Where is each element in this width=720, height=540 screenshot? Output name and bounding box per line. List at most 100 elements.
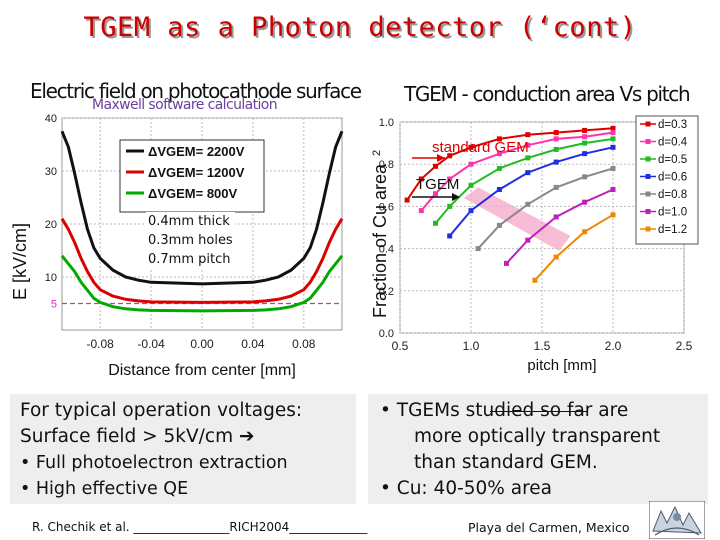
- data-point: [582, 229, 588, 235]
- legend-marker: [645, 156, 651, 162]
- y-axis-label: Fraction of Cu area: [370, 163, 390, 318]
- data-point: [610, 187, 616, 193]
- data-point: [475, 246, 481, 252]
- y-tick-label: 0.4: [379, 244, 394, 256]
- data-point: [553, 184, 559, 190]
- y-tick-label: 0.0: [379, 328, 394, 340]
- data-point: [582, 199, 588, 205]
- series-line: [406, 127, 614, 201]
- data-point: [447, 203, 453, 209]
- y-tick-label: 1.0: [379, 117, 394, 129]
- y-axis-label: E [kV/cm]: [10, 223, 30, 300]
- data-point: [582, 127, 588, 133]
- data-point: [433, 220, 438, 226]
- data-point: [496, 222, 502, 228]
- right-chart-title: TGEM - conduction area Vs pitch: [404, 82, 691, 106]
- textbox-line: more optically transparent: [414, 426, 661, 447]
- slide-title: TGEM as a Photon detector (‘cont): [83, 12, 637, 43]
- textbox-line: • High effective QE: [20, 479, 189, 499]
- legend-label: ΔVGEM= 800V: [148, 186, 238, 201]
- x-tick-label: 2.0: [605, 339, 622, 353]
- y-tick-label: 0.2: [379, 286, 394, 298]
- legend-label: d=0.4: [658, 137, 688, 149]
- standard-gem-label: standard GEM: [432, 139, 529, 156]
- x-tick-label: 2.5: [676, 339, 693, 353]
- institute-logo: [649, 501, 705, 539]
- data-point: [447, 176, 453, 182]
- series-line: [60, 130, 344, 286]
- geometry-note-line: 0.4mm thick: [148, 214, 230, 229]
- footer-location: Playa del Carmen, Mexico: [468, 520, 630, 535]
- footer-author: R. Chechik et al. ________________RICH20…: [32, 520, 368, 534]
- legend-label: d=0.8: [658, 189, 687, 201]
- data-point: [418, 208, 424, 214]
- arrowhead: [437, 154, 445, 162]
- data-point: [525, 132, 531, 138]
- geometry-note: 0.4mm thick 0.3mm holes 0.7mm pitch: [146, 212, 235, 269]
- threshold-label: 5: [51, 299, 57, 311]
- data-point: [553, 159, 559, 165]
- data-point: [496, 187, 502, 193]
- textbox-line: • Full photoelectron extraction: [20, 453, 288, 473]
- left-chart-subtitle: Maxwell software calculation: [92, 97, 278, 113]
- data-point: [468, 144, 474, 150]
- data-point: [496, 165, 502, 171]
- legend-marker: [645, 174, 651, 179]
- y-axis-exponent: 2: [371, 150, 383, 156]
- x-axis-label: pitch [mm]: [527, 357, 596, 374]
- legend-label: d=1.0: [658, 207, 687, 219]
- legend-label: d=0.3: [658, 119, 687, 131]
- series-line: [60, 254, 344, 313]
- textbox-line: For typical operation voltages:: [20, 400, 303, 421]
- x-tick-label: 0.08: [292, 337, 316, 351]
- textbox-line: Surface field > 5kV/cm ➔: [20, 426, 255, 447]
- data-point: [610, 212, 616, 218]
- legend-label: ΔVGEM= 1200V: [148, 165, 245, 180]
- y-tick-label: 0.6: [379, 201, 394, 213]
- series-line: [534, 213, 614, 281]
- data-point: [496, 136, 502, 142]
- data-point: [553, 146, 559, 152]
- geometry-note-line: 0.3mm holes: [148, 233, 233, 248]
- data-point: [433, 191, 438, 197]
- x-tick-label: 1.0: [463, 339, 480, 353]
- data-point: [496, 151, 502, 157]
- data-point: [525, 201, 531, 207]
- textbox-line: • Cu: 40-50% area: [380, 478, 553, 499]
- x-tick-label: -0.08: [87, 337, 115, 351]
- tgem-label: TGEM: [416, 176, 459, 193]
- x-tick-label: 1.5: [534, 339, 551, 353]
- data-point: [582, 174, 588, 180]
- legend-marker: [645, 191, 651, 197]
- data-point: [404, 197, 410, 203]
- data-point: [610, 165, 616, 171]
- data-point: [553, 130, 559, 136]
- legend-label: d=0.6: [658, 172, 687, 184]
- data-point: [553, 214, 559, 220]
- data-point: [532, 277, 538, 283]
- data-point: [610, 130, 616, 136]
- left-textbox: For typical operation voltages: Surface …: [10, 394, 356, 504]
- y-tick-label: 40: [45, 113, 57, 125]
- legend-label: d=1.2: [658, 224, 687, 236]
- data-point: [610, 125, 616, 131]
- data-point: [447, 233, 453, 239]
- tgem-region-band: [463, 187, 571, 251]
- x-tick-label: -0.04: [137, 337, 165, 351]
- data-point: [525, 142, 531, 148]
- arrowhead: [452, 193, 460, 201]
- legend-label: ΔVGEM= 2200V: [148, 144, 245, 159]
- data-point: [525, 170, 531, 176]
- right-textbox: • TGEMs studied so far are more opticall…: [368, 394, 708, 504]
- data-point: [582, 151, 588, 157]
- legend-marker: [645, 139, 651, 144]
- data-point: [582, 134, 588, 140]
- x-axis-label: Distance from center [mm]: [108, 362, 296, 379]
- data-point: [504, 260, 509, 266]
- series-line: [477, 167, 614, 250]
- studied-underline: [490, 411, 588, 412]
- y-tick-label: 30: [45, 166, 57, 178]
- legend-marker: [645, 121, 651, 127]
- legend-marker: [645, 226, 651, 232]
